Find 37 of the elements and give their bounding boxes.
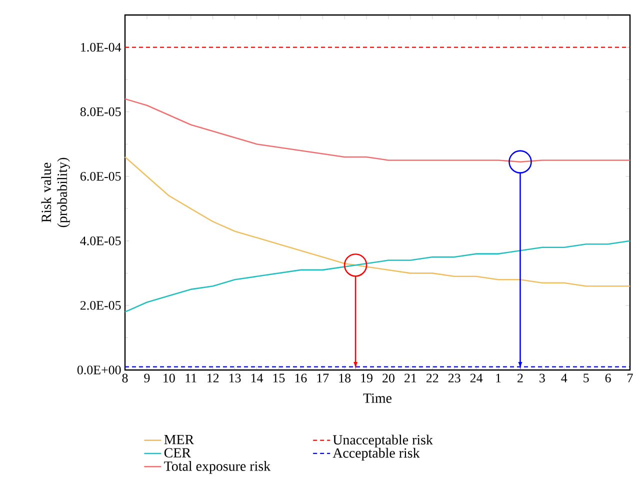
- x-tick-label: 1: [496, 374, 501, 382]
- y-tick-label: 6.0E-05: [80, 172, 121, 181]
- x-tick-label: 18: [339, 374, 351, 382]
- legend-label: Unacceptable risk: [332, 434, 433, 448]
- x-tick-label: 20: [382, 374, 394, 382]
- x-tick-label: 17: [317, 374, 329, 382]
- x-tick-label: 2: [518, 374, 523, 382]
- y-tick-label: 2.0E-05: [80, 301, 121, 310]
- y-tick-label: 8.0E-05: [80, 107, 121, 116]
- x-axis-title: Time: [363, 394, 392, 403]
- y-tick-label: 1.0E-04: [81, 42, 122, 52]
- x-tick-label: 23: [448, 374, 460, 382]
- x-tick-label: 22: [426, 374, 438, 382]
- x-tick-label: 7: [628, 374, 633, 382]
- x-tick-label: 6: [605, 374, 611, 382]
- x-tick-label: 16: [295, 374, 307, 382]
- y-axis-title: Risk value (probability): [41, 158, 70, 228]
- legend-label: MER: [164, 435, 194, 444]
- x-tick-label: 8: [122, 374, 128, 382]
- y-tick-label: 4.0E-05: [80, 236, 121, 246]
- legend-label: Acceptable risk: [332, 448, 420, 461]
- x-tick-label: 11: [186, 374, 196, 382]
- x-tick-label: 4: [561, 374, 568, 382]
- x-tick-label: 5: [584, 374, 589, 382]
- x-tick-label: 12: [207, 374, 219, 382]
- x-tick-label: 13: [229, 374, 241, 382]
- y-tick-label: 0.0E+00: [77, 366, 121, 374]
- legend-label: Total exposure risk: [164, 461, 271, 474]
- x-tick-label: 3: [540, 374, 545, 382]
- legend-label: CER: [164, 448, 191, 458]
- x-tick-label: 14: [251, 374, 264, 382]
- x-tick-label: 19: [361, 374, 372, 382]
- x-tick-label: 24: [470, 374, 483, 382]
- x-tick-label: 9: [144, 374, 150, 382]
- x-tick-label: 10: [164, 374, 175, 382]
- x-tick-label: 15: [273, 374, 285, 382]
- x-tick-label: 21: [404, 374, 416, 382]
